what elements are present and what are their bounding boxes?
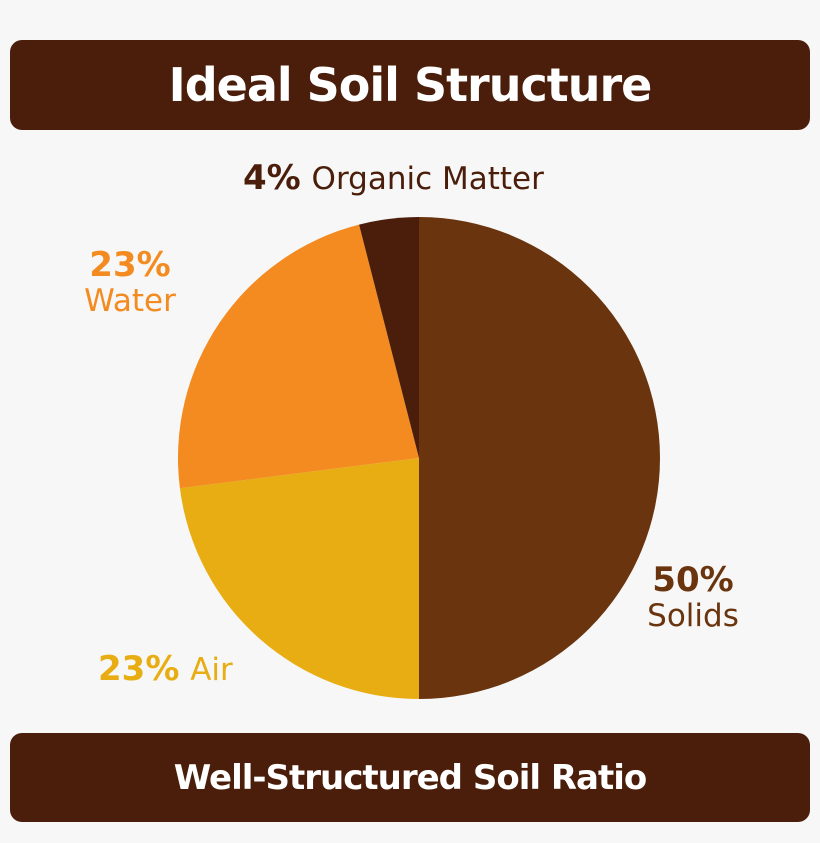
organic-name: Organic Matter — [311, 161, 544, 197]
label-water: 23% Water — [80, 245, 180, 320]
air-name: Air — [190, 652, 233, 688]
subtitle-banner: Well-Structured Soil Ratio — [10, 733, 810, 822]
water-name: Water — [84, 283, 176, 320]
pie-slice-organic-matter — [359, 217, 419, 458]
organic-pct: 4% — [243, 158, 301, 198]
pie-slice-air — [179, 458, 419, 699]
pie-slice-water — [177, 224, 419, 489]
water-pct: 23% — [89, 245, 171, 285]
solids-pct: 50% — [652, 560, 734, 600]
label-solids: 50% Solids — [638, 560, 748, 635]
label-air: 23% Air — [98, 649, 233, 689]
label-organic: 4% Organic Matter — [243, 158, 544, 198]
solids-name: Solids — [647, 598, 739, 635]
air-pct: 23% — [98, 649, 180, 689]
chart-title: Ideal Soil Structure — [168, 58, 653, 112]
title-banner: Ideal Soil Structure — [10, 40, 810, 130]
pie-slice-solids — [419, 217, 660, 699]
chart-subtitle: Well-Structured Soil Ratio — [173, 757, 647, 798]
